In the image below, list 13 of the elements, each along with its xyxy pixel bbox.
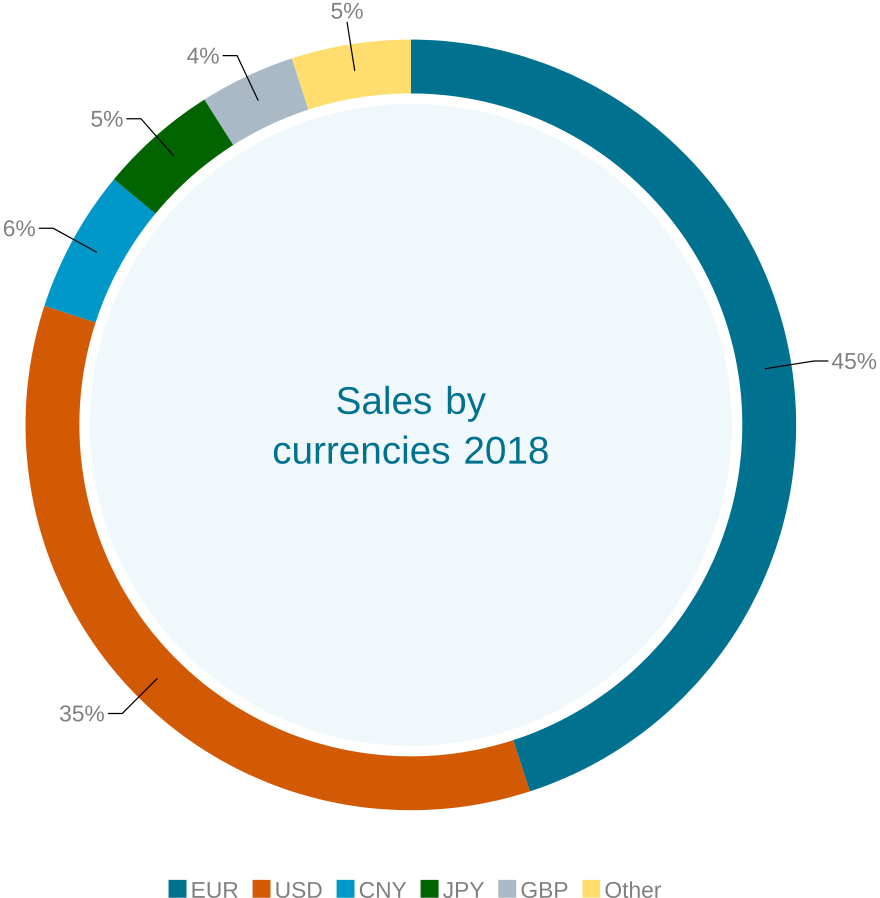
legend-label: Other xyxy=(606,881,662,898)
data-label: 4% xyxy=(187,48,219,64)
data-label: 5% xyxy=(332,2,363,19)
data-label: 6% xyxy=(4,220,35,236)
legend-label: USD xyxy=(276,882,322,898)
legend-label: JPY xyxy=(443,882,484,898)
legend-label: CNY xyxy=(360,882,406,898)
data-label: 45% xyxy=(832,353,876,370)
data-label: 35% xyxy=(60,705,104,722)
legend-label: GBP xyxy=(522,882,568,898)
text: Sales by currencies 2018 xyxy=(274,386,548,464)
data-label: 5% xyxy=(91,110,123,127)
legend-label: EUR xyxy=(192,882,238,898)
